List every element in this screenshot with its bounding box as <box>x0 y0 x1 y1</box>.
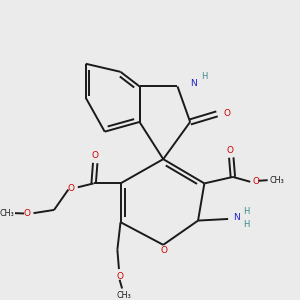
Text: H: H <box>243 207 250 216</box>
Text: O: O <box>223 109 230 118</box>
Text: N: N <box>232 213 239 222</box>
Text: H: H <box>201 72 208 81</box>
Text: H: H <box>243 220 250 229</box>
Text: O: O <box>68 184 75 193</box>
Text: N: N <box>190 79 197 88</box>
Text: CH₃: CH₃ <box>269 176 284 185</box>
Text: O: O <box>92 152 99 160</box>
Text: O: O <box>253 177 260 186</box>
Text: O: O <box>227 146 234 155</box>
Text: O: O <box>117 272 124 281</box>
Text: O: O <box>160 246 167 255</box>
Text: CH₃: CH₃ <box>116 291 131 300</box>
Text: O: O <box>23 209 30 218</box>
Text: CH₃: CH₃ <box>0 208 14 217</box>
